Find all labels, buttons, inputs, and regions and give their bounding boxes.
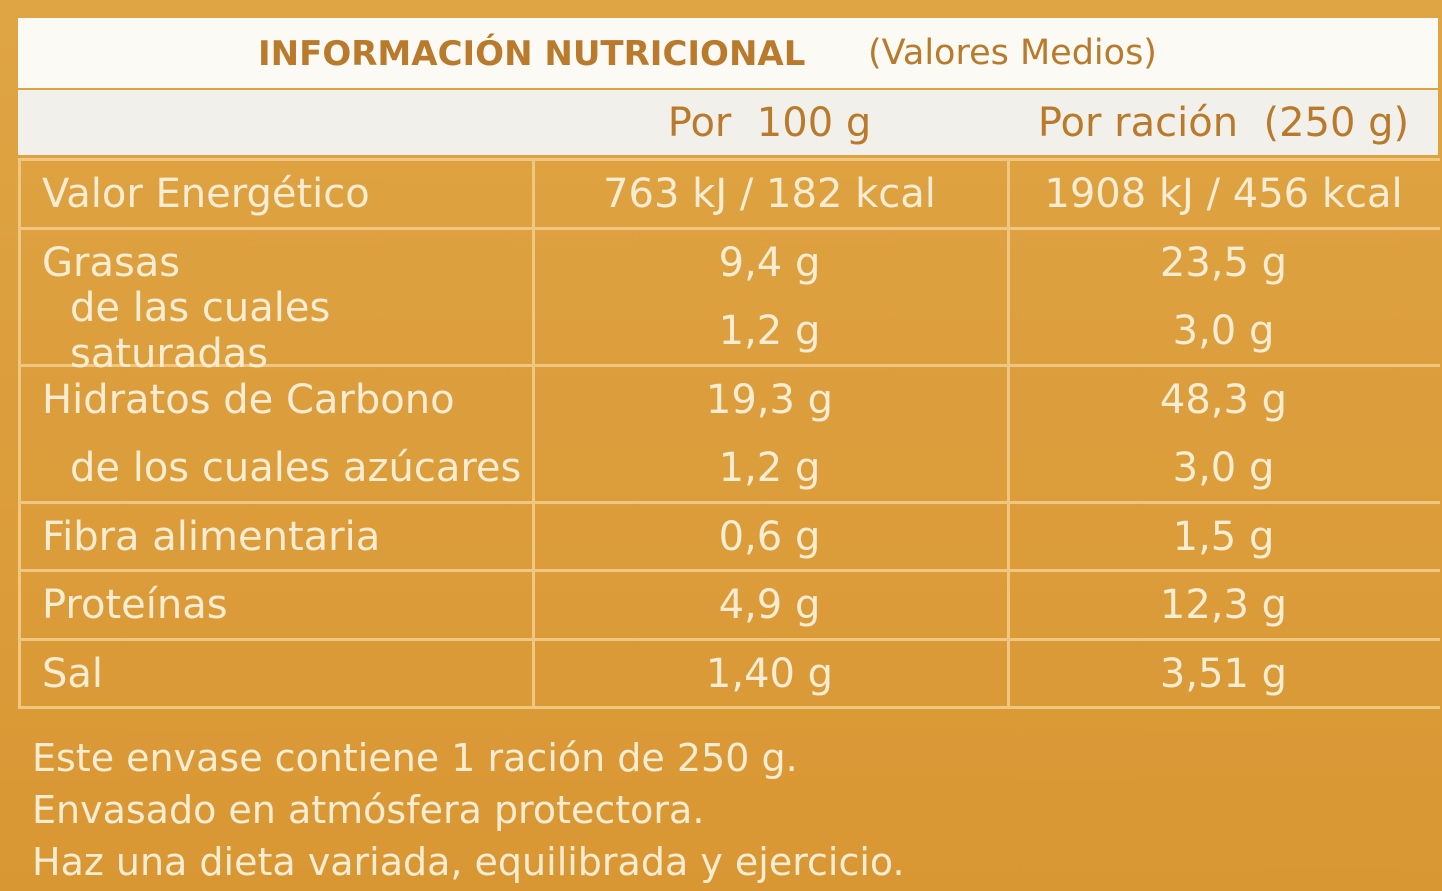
row-line xyxy=(18,226,1440,230)
row-line xyxy=(18,706,1440,709)
row-line xyxy=(18,569,1440,572)
subtitle: (Valores Medios) xyxy=(868,33,1157,73)
nutrient-value: 763 kJ / 182 kcal xyxy=(603,171,936,217)
nutrient-name: Proteínas xyxy=(42,582,228,628)
nutrient-value: 3,51 g xyxy=(1159,650,1288,697)
nutrient-value: 1,40 g xyxy=(705,650,834,697)
note: Envasado en atmósfera protectora. xyxy=(32,788,705,832)
nutrient-value: 4,9 g xyxy=(718,582,821,628)
nutrient-value: 3,0 g xyxy=(1172,445,1275,491)
title: INFORMACIÓN NUTRICIONAL xyxy=(258,34,806,74)
row-line xyxy=(18,160,21,708)
column-line xyxy=(532,160,535,708)
nutrient-value: 1,2 g xyxy=(718,308,821,354)
nutrient-name: de las cuales saturadas xyxy=(70,285,331,377)
nutrient-name: Hidratos de Carbono xyxy=(42,376,455,423)
nutrient-value: 19,3 g xyxy=(705,376,834,423)
title-row xyxy=(18,18,1438,88)
nutrient-value: 3,0 g xyxy=(1172,308,1275,354)
row-line xyxy=(18,158,1440,161)
column-line xyxy=(1007,160,1010,708)
nutrient-name: Fibra alimentaria xyxy=(42,513,381,560)
row-line xyxy=(18,500,1440,504)
nutrient-value: 9,4 g xyxy=(718,239,821,286)
note: Haz una dieta variada, equilibrada y eje… xyxy=(32,840,905,884)
nutrient-value: 1,2 g xyxy=(718,445,821,491)
nutrient-value: 0,6 g xyxy=(718,513,821,560)
column-header-row xyxy=(18,90,1438,155)
row-line xyxy=(18,363,1440,367)
nutrient-value: 1908 kJ / 456 kcal xyxy=(1044,171,1403,217)
nutrient-name: Sal xyxy=(42,650,104,697)
nutrient-name: Valor Energético xyxy=(42,171,370,217)
column-header: Por 100 g xyxy=(667,100,872,146)
nutrient-name: de los cuales azúcares xyxy=(70,445,522,491)
nutrient-name: Grasas xyxy=(42,239,181,286)
nutrient-value: 48,3 g xyxy=(1159,376,1288,423)
nutrient-value: 23,5 g xyxy=(1159,239,1288,286)
note: Este envase contiene 1 ración de 250 g. xyxy=(32,736,798,780)
nutrient-value: 1,5 g xyxy=(1172,513,1275,560)
column-header: Por ración (250 g) xyxy=(1037,100,1410,146)
row-line xyxy=(18,637,1440,641)
nutrient-value: 12,3 g xyxy=(1159,582,1288,628)
